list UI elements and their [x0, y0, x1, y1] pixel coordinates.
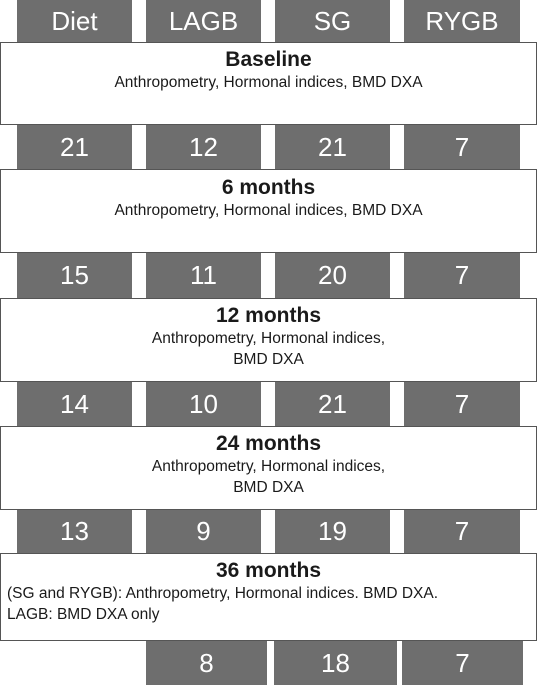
stage-6-months: 6 months Anthropometry, Hormonal indices…: [0, 169, 537, 253]
stage-24-months: 24 months Anthropometry, Hormonal indice…: [0, 426, 537, 510]
count-sg: 20: [275, 253, 390, 298]
count-sg: 21: [275, 382, 390, 426]
stage-baseline: Baseline Anthropometry, Hormonal indices…: [0, 42, 537, 125]
stage-measures: LAGB: BMD DXA only: [7, 606, 160, 623]
group-header-sg: SG: [275, 0, 390, 42]
count-diet: 14: [17, 382, 132, 426]
stage-measures: BMD DXA: [233, 479, 304, 496]
count-rygb: 7: [404, 253, 520, 298]
count-lagb: 9: [146, 510, 261, 553]
count-diet: 15: [17, 253, 132, 298]
count-sg: 18: [274, 641, 397, 685]
count-lagb: 11: [146, 253, 261, 298]
count-rygb: 7: [404, 510, 520, 553]
stage-measures: Anthropometry, Hormonal indices,: [151, 458, 386, 475]
count-diet: 21: [17, 125, 132, 169]
count-lagb: 8: [146, 641, 267, 685]
stage-measures: (SG and RYGB): Anthropometry, Hormonal i…: [7, 585, 439, 602]
stage-measures: Anthropometry, Hormonal indices, BMD DXA: [114, 202, 423, 219]
count-diet: 13: [17, 510, 132, 553]
count-lagb: 10: [146, 382, 261, 426]
count-sg: 19: [275, 510, 390, 553]
stage-measures: Anthropometry, Hormonal indices, BMD DXA: [114, 74, 423, 91]
stage-measures: BMD DXA: [233, 351, 304, 368]
stage-title: 36 months: [215, 559, 322, 582]
stage-title: 12 months: [215, 304, 322, 327]
stage-title: Baseline: [225, 48, 312, 71]
stage-36-months: 36 months (SG and RYGB): Anthropometry, …: [0, 553, 537, 641]
count-rygb: 7: [404, 125, 520, 169]
count-sg: 21: [275, 125, 390, 169]
stage-measures: Anthropometry, Hormonal indices,: [151, 330, 386, 347]
count-rygb: 7: [404, 382, 520, 426]
group-header-rygb: RYGB: [404, 0, 520, 42]
group-header-lagb: LAGB: [146, 0, 261, 42]
stage-title: 24 months: [215, 432, 322, 455]
count-lagb: 12: [146, 125, 261, 169]
group-header-diet: Diet: [17, 0, 132, 42]
stage-12-months: 12 months Anthropometry, Hormonal indice…: [0, 298, 537, 382]
count-rygb: 7: [402, 641, 523, 685]
stage-title: 6 months: [221, 176, 316, 199]
